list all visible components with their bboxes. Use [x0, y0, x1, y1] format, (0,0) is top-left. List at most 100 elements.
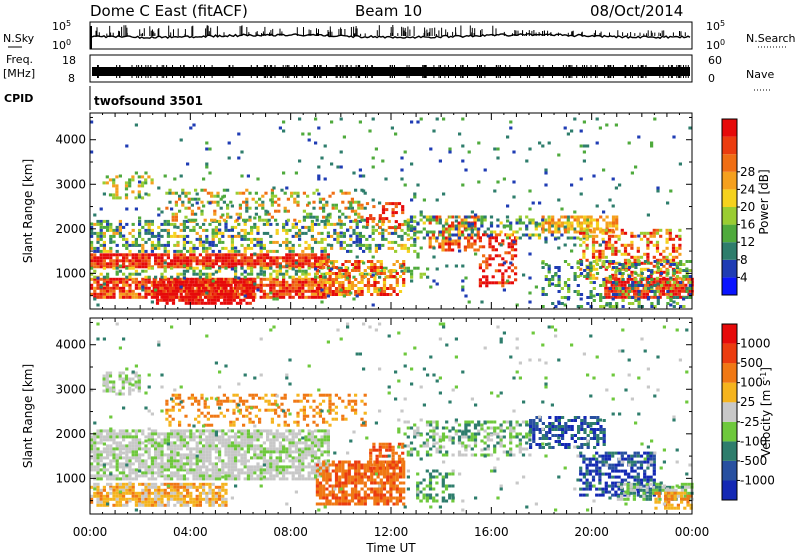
power-cell	[560, 215, 564, 219]
velocity-cell	[157, 474, 161, 478]
power-cell	[614, 270, 618, 274]
power-cell	[432, 230, 436, 234]
power-cell	[256, 262, 260, 266]
nsky-trace	[91, 32, 691, 40]
power-cell	[118, 174, 122, 178]
power-cell	[328, 284, 332, 287]
velocity-cell	[202, 459, 206, 463]
power-cell	[99, 225, 103, 229]
power-cell	[184, 286, 188, 290]
power-cell	[259, 243, 263, 247]
freq-tick-top: 18	[62, 54, 76, 67]
power-cell	[634, 278, 638, 281]
velocity-cell	[218, 435, 222, 439]
power-cell	[223, 283, 227, 287]
velocity-cell	[211, 429, 215, 433]
velocity-cell	[170, 447, 174, 451]
power-cell	[187, 298, 192, 302]
power-cell	[671, 283, 675, 287]
power-cell	[195, 192, 199, 196]
power-cell	[588, 234, 592, 238]
power-cell	[96, 222, 100, 226]
velocity-cell	[195, 456, 199, 460]
velocity-cell	[93, 450, 97, 454]
power-cell	[639, 255, 644, 259]
power-cell	[277, 197, 281, 201]
power-cell	[579, 260, 584, 263]
power-cell	[224, 256, 228, 260]
velocity-cell	[224, 474, 228, 478]
power-cell	[150, 280, 154, 284]
velocity-cell	[243, 477, 247, 481]
power-cell	[610, 289, 614, 293]
power-cell	[624, 269, 628, 272]
power-cell	[330, 267, 334, 271]
power-cell	[331, 191, 335, 195]
power-cell	[643, 252, 647, 256]
power-cell	[301, 225, 305, 229]
power-cell	[560, 302, 564, 305]
velocity-cell	[93, 441, 97, 445]
velocity-cell	[115, 474, 119, 478]
power-cell	[666, 272, 670, 275]
velocity-cell	[131, 477, 135, 481]
power-cell	[248, 295, 252, 299]
power-cell	[354, 278, 358, 281]
power-cell	[310, 295, 314, 299]
power-cell	[645, 292, 649, 296]
power-cell	[115, 190, 119, 194]
power-cell	[557, 300, 561, 304]
power-cell	[109, 280, 113, 284]
power-cell	[620, 292, 624, 296]
velocity-cell	[262, 441, 266, 445]
power-cell	[93, 280, 97, 284]
velocity-cell	[109, 435, 113, 439]
power-cell	[611, 305, 616, 308]
power-cell	[485, 257, 489, 261]
power-cell	[134, 196, 138, 200]
power-cell	[102, 259, 106, 263]
power-cell	[652, 280, 656, 284]
velocity-cell	[246, 432, 250, 436]
power-cell	[310, 262, 314, 266]
velocity-cell	[106, 444, 110, 448]
power-cell	[328, 275, 332, 278]
power-cell	[147, 266, 151, 270]
power-cell	[171, 191, 175, 195]
power-cell	[576, 305, 580, 308]
velocity-cell	[163, 462, 167, 466]
power-cell	[448, 227, 452, 231]
velocity-cell	[227, 477, 231, 481]
power-cell	[102, 253, 106, 257]
velocity-cell	[278, 453, 282, 457]
power-cell	[506, 219, 510, 223]
power-cell	[301, 292, 305, 296]
power-cell	[591, 240, 596, 244]
power-cell	[294, 225, 298, 229]
power-cell	[325, 203, 329, 207]
power-cell	[362, 243, 366, 247]
power-cell	[381, 211, 386, 215]
power-cell	[323, 225, 327, 229]
power-cell	[181, 280, 185, 284]
power-cell	[304, 262, 308, 266]
power-cell	[675, 296, 680, 299]
velocity-cell	[195, 471, 199, 475]
power-cell	[226, 215, 230, 219]
power-cell	[93, 246, 97, 250]
power-cell	[358, 246, 362, 250]
power-cell	[557, 153, 561, 157]
power-cell	[125, 256, 129, 260]
power-cell	[557, 230, 561, 234]
power-cell	[381, 243, 385, 247]
power-cell	[547, 264, 551, 268]
power-colorbar-swatch	[722, 119, 737, 137]
velocity-cell	[160, 456, 164, 460]
power-cell	[302, 215, 306, 219]
power-cell	[166, 256, 170, 260]
power-cell	[314, 275, 318, 279]
velocity-cell	[154, 462, 158, 466]
power-cell	[326, 234, 330, 238]
power-cell	[256, 256, 260, 260]
power-cell	[320, 253, 324, 257]
